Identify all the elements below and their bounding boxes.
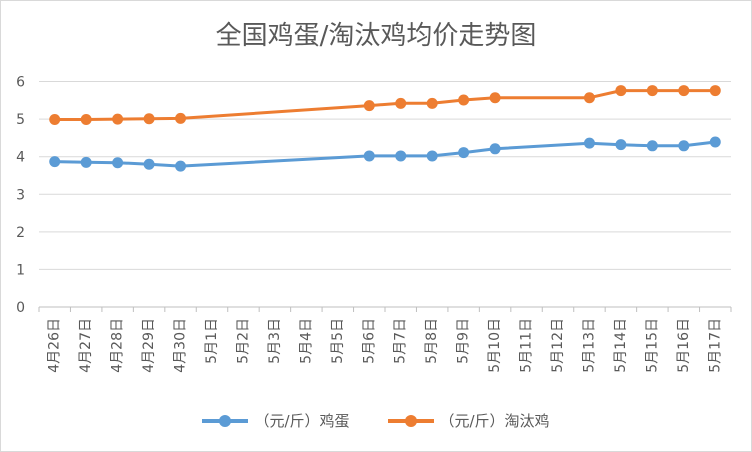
data-point-series-0[interactable]: [426, 150, 438, 162]
chart-legend: （元/斤）鸡蛋 （元/斤）淘汰鸡: [1, 410, 751, 431]
data-point-series-1[interactable]: [426, 97, 438, 109]
legend-swatch-culled-hens: [387, 414, 434, 427]
data-point-series-0[interactable]: [395, 150, 407, 162]
data-point-series-0[interactable]: [112, 157, 124, 169]
data-point-series-1[interactable]: [489, 92, 501, 104]
data-point-series-1[interactable]: [709, 85, 721, 97]
y-tick-label: 4: [16, 150, 25, 166]
x-tick-label: 5月15日: [644, 318, 660, 373]
x-tick-label: 5月10日: [487, 318, 503, 373]
x-tick-label: 5月9日: [456, 318, 472, 364]
legend-item-eggs[interactable]: （元/斤）鸡蛋: [202, 410, 350, 431]
data-point-series-0[interactable]: [363, 150, 375, 162]
data-point-series-0[interactable]: [458, 147, 470, 159]
x-tick-label: 5月3日: [267, 318, 283, 364]
x-tick-label: 5月13日: [581, 318, 597, 373]
x-tick-label: 4月30日: [173, 318, 189, 373]
y-tick-label: 3: [16, 187, 25, 203]
y-tick-label: 2: [16, 225, 25, 241]
x-tick-label: 5月16日: [676, 318, 692, 373]
x-tick-label: 5月5日: [330, 318, 346, 364]
x-tick-label: 5月1日: [204, 318, 220, 364]
x-tick-label: 5月12日: [550, 318, 566, 373]
x-tick-label: 4月27日: [78, 318, 94, 373]
data-point-series-1[interactable]: [112, 113, 124, 125]
data-point-series-1[interactable]: [395, 97, 407, 109]
series-line-1: [54, 89, 716, 121]
legend-item-culled-hens[interactable]: （元/斤）淘汰鸡: [387, 410, 550, 431]
data-point-series-1[interactable]: [646, 85, 658, 97]
data-point-series-0[interactable]: [49, 156, 61, 168]
y-tick-label: 0: [16, 300, 25, 316]
chart-title: 全国鸡蛋/淘汰鸡均价走势图: [215, 21, 537, 51]
data-point-series-1[interactable]: [583, 92, 595, 104]
x-tick-label: 4月26日: [47, 318, 63, 373]
legend-label-culled-hens: （元/斤）淘汰鸡: [439, 412, 550, 430]
data-point-series-0[interactable]: [80, 156, 92, 168]
legend-label-eggs: （元/斤）鸡蛋: [254, 412, 350, 430]
x-tick-label: 5月8日: [424, 318, 440, 364]
y-tick-label: 1: [16, 262, 25, 278]
x-tick-label: 5月14日: [613, 318, 629, 373]
data-point-series-1[interactable]: [458, 94, 470, 106]
data-point-series-1[interactable]: [615, 85, 627, 97]
x-tick-label: 5月2日: [235, 318, 251, 364]
data-point-series-1[interactable]: [49, 113, 61, 125]
data-point-series-0[interactable]: [709, 136, 721, 148]
data-point-series-0[interactable]: [143, 158, 155, 170]
x-tick-label: 5月4日: [298, 318, 314, 364]
data-point-series-1[interactable]: [363, 100, 375, 112]
x-tick-label: 4月28日: [110, 318, 126, 373]
data-point-series-0[interactable]: [678, 140, 690, 152]
x-tick-label: 5月17日: [707, 318, 723, 373]
legend-swatch-eggs: [202, 414, 249, 427]
x-tick-label: 5月11日: [519, 318, 535, 373]
data-point-series-1[interactable]: [80, 113, 92, 125]
data-point-series-1[interactable]: [175, 112, 187, 124]
y-tick-label: 5: [16, 112, 25, 128]
x-tick-label: 5月6日: [361, 318, 377, 364]
data-point-series-0[interactable]: [615, 139, 627, 151]
y-tick-label: 6: [16, 75, 25, 91]
data-point-series-1[interactable]: [678, 85, 690, 97]
x-tick-label: 5月7日: [393, 318, 409, 364]
data-point-series-0[interactable]: [489, 143, 501, 155]
data-point-series-0[interactable]: [583, 137, 595, 149]
data-point-series-1[interactable]: [143, 113, 155, 125]
data-point-series-0[interactable]: [646, 140, 658, 152]
data-point-series-0[interactable]: [175, 160, 187, 172]
x-tick-label: 4月29日: [141, 318, 157, 373]
